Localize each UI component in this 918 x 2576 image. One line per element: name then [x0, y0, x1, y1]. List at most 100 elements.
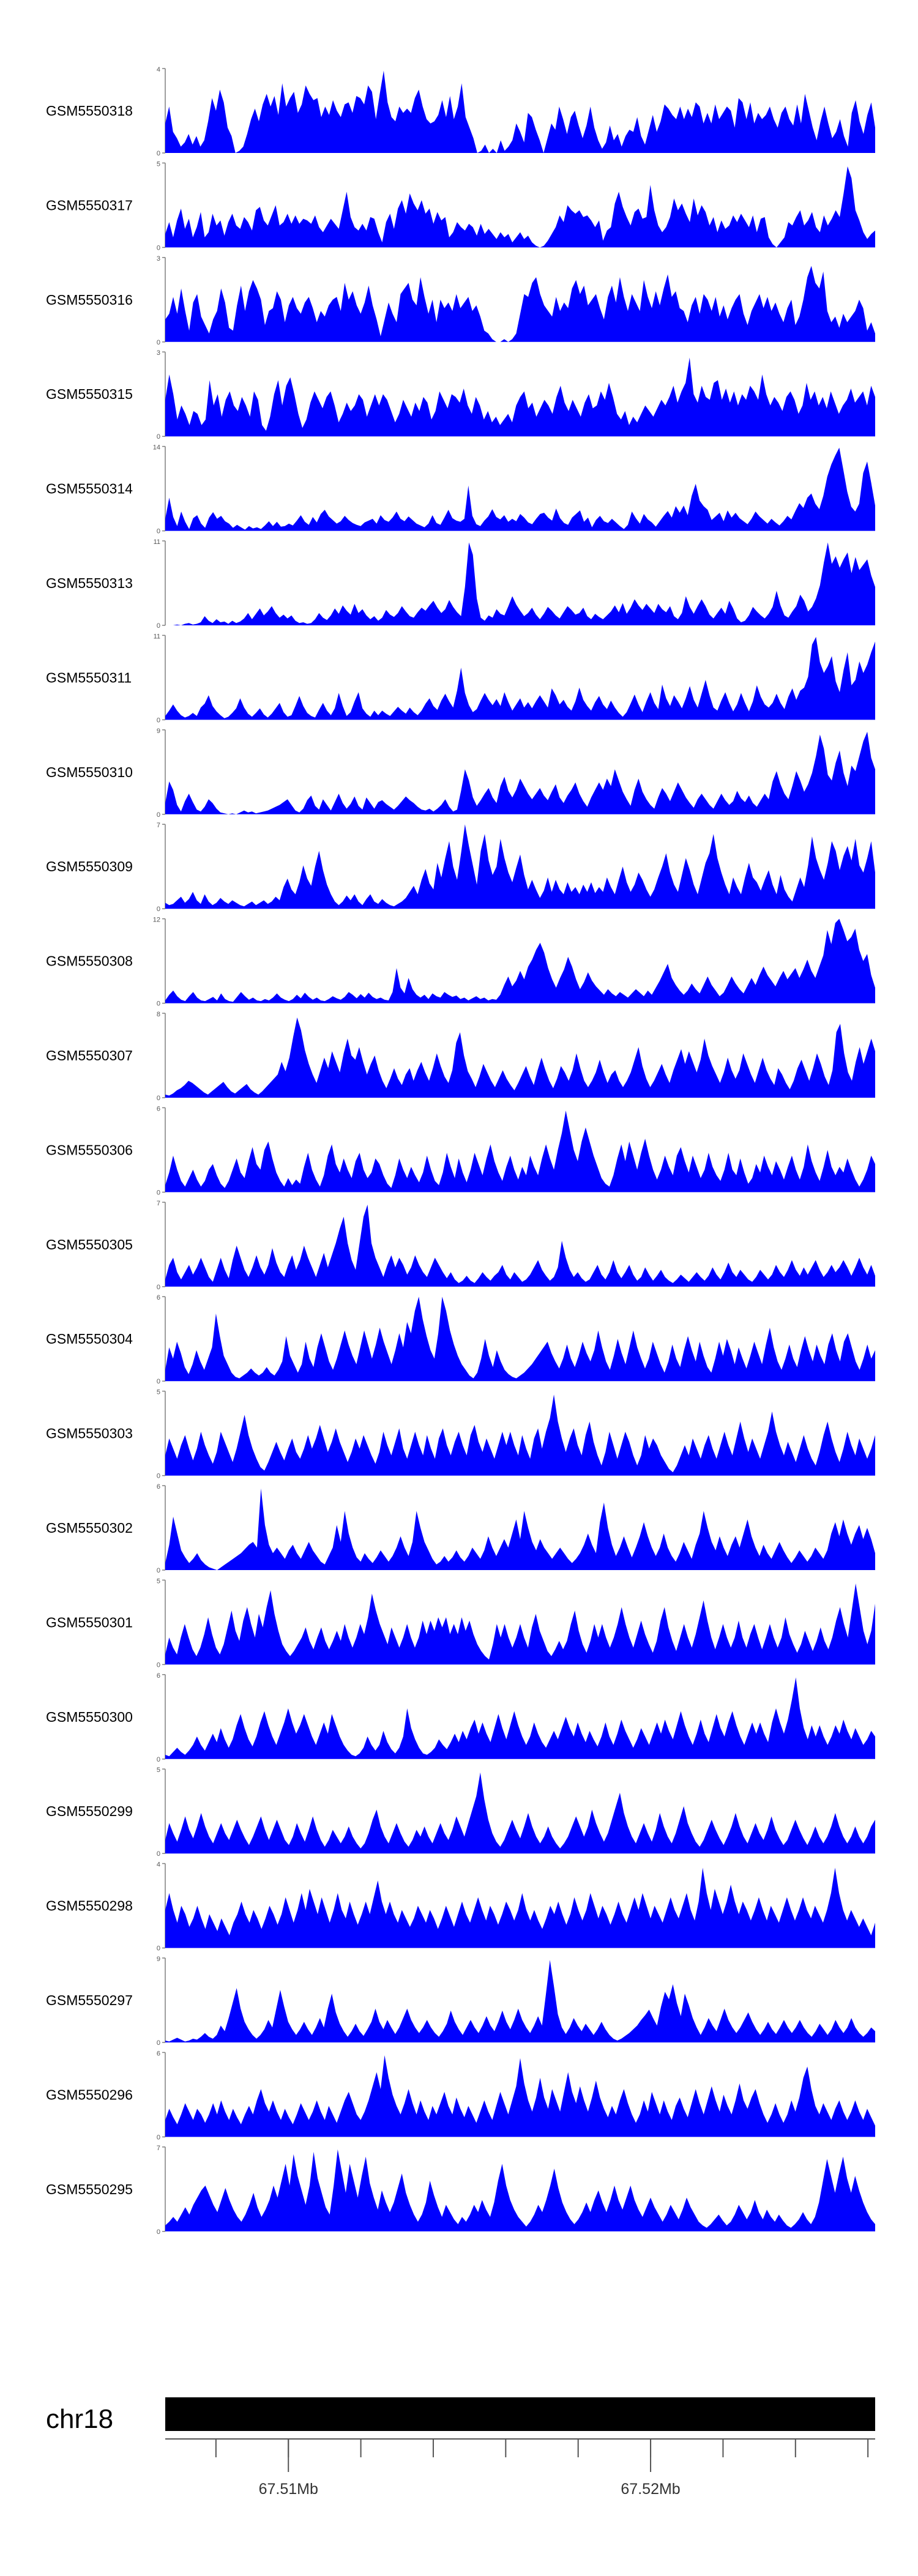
- y-max-label: 8: [157, 1011, 160, 1018]
- track-label: GSM5550300: [46, 1709, 133, 1725]
- y-max-label: 9: [157, 728, 160, 735]
- y-min-label: 0: [157, 244, 160, 251]
- track-label: GSM5550301: [46, 1614, 133, 1630]
- coverage-area: [165, 357, 875, 437]
- coverage-area: [165, 166, 875, 248]
- track-GSM5550310: GSM5550310 9 0: [46, 728, 875, 819]
- coverage-area: [165, 266, 875, 342]
- y-min-label: 0: [157, 2039, 160, 2047]
- y-max-label: 6: [157, 1105, 160, 1112]
- y-min-label: 0: [157, 1284, 160, 1291]
- y-min-label: 0: [157, 1189, 160, 1196]
- track-GSM5550306: GSM5550306 6 0: [46, 1105, 875, 1196]
- y-max-label: 7: [157, 2145, 160, 2152]
- y-max-label: 12: [153, 917, 160, 924]
- track-label: GSM5550317: [46, 197, 133, 213]
- y-max-label: 9: [157, 1956, 160, 1963]
- coverage-area: [165, 447, 875, 531]
- track-label: GSM5550309: [46, 858, 133, 874]
- track-GSM5550300: GSM5550300 6 0: [46, 1672, 875, 1763]
- y-max-label: 5: [157, 1766, 160, 1774]
- coverage-area: [165, 1960, 875, 2042]
- chromosome-label: chr18: [46, 2404, 113, 2434]
- y-min-label: 0: [157, 528, 160, 535]
- track-label: GSM5550295: [46, 2181, 133, 2197]
- track-GSM5550315: GSM5550315 3 0: [46, 349, 875, 441]
- coverage-area: [165, 1204, 875, 1287]
- y-max-label: 6: [157, 1672, 160, 1680]
- track-label: GSM5550304: [46, 1331, 133, 1347]
- track-GSM5550303: GSM5550303 5 0: [46, 1389, 875, 1480]
- y-min-label: 0: [157, 1095, 160, 1102]
- coverage-area: [165, 918, 875, 1003]
- y-min-label: 0: [157, 1567, 160, 1574]
- track-GSM5550318: GSM5550318 4 0: [46, 66, 875, 157]
- y-max-label: 5: [157, 1389, 160, 1396]
- coverage-area: [165, 2149, 875, 2232]
- coverage-area: [165, 2055, 875, 2137]
- track-label: GSM5550307: [46, 1048, 133, 1063]
- y-max-label: 14: [153, 444, 160, 452]
- y-max-label: 4: [157, 66, 160, 73]
- track-GSM5550309: GSM5550309 7 0: [46, 822, 875, 913]
- coverage-area: [165, 1111, 875, 1193]
- coverage-area: [165, 1297, 875, 1382]
- track-label: GSM5550302: [46, 1520, 133, 1536]
- y-min-label: 0: [157, 906, 160, 913]
- axis-ticks: 67.51Mb 67.52Mb: [215, 2439, 869, 2498]
- chromosome-axis: chr18 67.51Mb 67.52Mb: [46, 2397, 875, 2498]
- track-GSM5550296: GSM5550296 6 0: [46, 2050, 875, 2141]
- axis-tick-label: 67.52Mb: [621, 2481, 680, 2498]
- track-GSM5550302: GSM5550302 6 0: [46, 1483, 875, 1574]
- track-label: GSM5550305: [46, 1237, 133, 1253]
- track-label: GSM5550299: [46, 1803, 133, 1819]
- y-max-label: 7: [157, 822, 160, 829]
- track-label: GSM5550298: [46, 1898, 133, 1914]
- track-GSM5550313: GSM5550313 11 0: [46, 538, 875, 630]
- coverage-area: [165, 1583, 875, 1665]
- y-min-label: 0: [157, 622, 160, 630]
- track-label: GSM5550310: [46, 764, 133, 780]
- track-label: GSM5550297: [46, 1992, 133, 2008]
- y-max-label: 5: [157, 160, 160, 168]
- y-min-label: 0: [157, 1378, 160, 1385]
- track-GSM5550297: GSM5550297 9 0: [46, 1956, 875, 2047]
- track-GSM5550304: GSM5550304 6 0: [46, 1294, 875, 1385]
- coverage-area: [165, 1677, 875, 1759]
- track-GSM5550316: GSM5550316 3 0: [46, 255, 875, 346]
- track-GSM5550295: GSM5550295 7 0: [46, 2145, 875, 2236]
- y-max-label: 5: [157, 1577, 160, 1585]
- y-max-label: 6: [157, 1294, 160, 1301]
- coverage-area: [165, 731, 875, 814]
- coverage-area: [165, 70, 875, 153]
- coverage-area: [165, 1488, 875, 1570]
- track-label: GSM5550303: [46, 1426, 133, 1442]
- track-GSM5550305: GSM5550305 7 0: [46, 1200, 875, 1291]
- y-max-label: 4: [157, 1861, 160, 1869]
- y-max-label: 3: [157, 255, 160, 262]
- track-GSM5550308: GSM5550308 12 0: [46, 917, 875, 1008]
- y-min-label: 0: [157, 1756, 160, 1763]
- track-GSM5550314: GSM5550314 14 0: [46, 444, 875, 535]
- coverage-area: [165, 1394, 875, 1476]
- y-min-label: 0: [157, 433, 160, 441]
- track-label: GSM5550306: [46, 1142, 133, 1158]
- coverage-area: [165, 1867, 875, 1948]
- coverage-area: [165, 542, 875, 625]
- y-min-label: 0: [157, 2228, 160, 2236]
- y-max-label: 11: [154, 538, 160, 546]
- y-min-label: 0: [157, 717, 160, 724]
- coverage-area: [165, 1772, 875, 1854]
- y-min-label: 0: [157, 339, 160, 346]
- y-max-label: 3: [157, 349, 160, 357]
- track-GSM5550298: GSM5550298 4 0: [46, 1861, 875, 1952]
- track-label: GSM5550314: [46, 481, 133, 497]
- track-GSM5550299: GSM5550299 5 0: [46, 1766, 875, 1858]
- y-max-label: 6: [157, 2050, 160, 2057]
- track-label: GSM5550318: [46, 103, 133, 119]
- track-label: GSM5550311: [46, 669, 132, 685]
- coverage-area: [165, 636, 875, 720]
- track-label: GSM5550296: [46, 2086, 133, 2102]
- y-min-label: 0: [157, 811, 160, 819]
